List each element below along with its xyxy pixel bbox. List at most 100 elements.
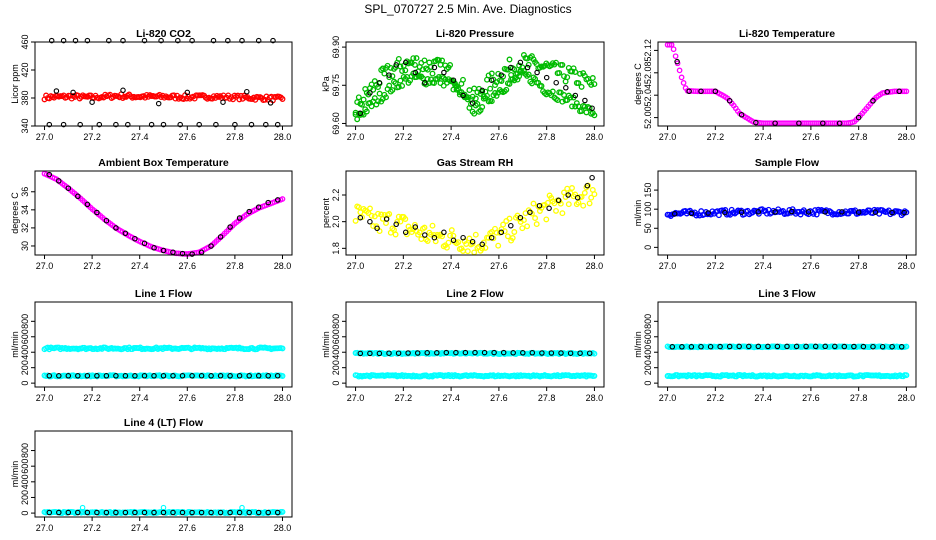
- data-point: [584, 182, 591, 189]
- data-point: [901, 209, 907, 216]
- line-point: [676, 67, 683, 74]
- y-tick-label: 400: [20, 345, 30, 360]
- data-point: [414, 350, 421, 356]
- data-point: [669, 344, 676, 350]
- series-1: [671, 208, 907, 217]
- x-tick-label: 27.8: [850, 393, 868, 403]
- band-point: [375, 210, 381, 217]
- data-point: [717, 343, 723, 350]
- data-point: [402, 59, 409, 66]
- band-point: [464, 96, 471, 103]
- band-point: [589, 75, 596, 81]
- data-point: [265, 509, 271, 516]
- series-0: [352, 372, 598, 380]
- data-point: [746, 343, 752, 350]
- band-point: [392, 231, 399, 238]
- data-point: [220, 99, 226, 105]
- data-point: [462, 349, 469, 356]
- data-point: [77, 121, 83, 128]
- panel-0: Li-820 CO2 27.0 27.2 27.4 27.6 27.8 28.0 340 380…: [10, 28, 293, 142]
- band-point: [488, 70, 495, 77]
- data-point: [698, 88, 704, 95]
- x-tick-label: 27.0: [36, 393, 54, 403]
- data-point: [236, 509, 243, 516]
- series-2: [46, 121, 281, 128]
- x-tick-label: 27.0: [347, 132, 365, 142]
- y-tick-label: 34: [20, 205, 30, 215]
- y-tick-label: 69.75: [331, 74, 341, 97]
- panel-4: Gas Stream RH 27.0 27.2 27.4 27.6 27.8 28.0 1.8…: [321, 157, 605, 271]
- x-tick-label: 27.0: [659, 132, 677, 142]
- data-point: [755, 209, 762, 215]
- data-point: [508, 222, 514, 229]
- band-point: [506, 56, 513, 63]
- data-point: [239, 504, 245, 511]
- data-point: [46, 121, 53, 128]
- band-point: [578, 83, 585, 90]
- band-point: [466, 235, 473, 242]
- x-tick-label: 27.8: [538, 261, 556, 271]
- panel-8: Line 3 Flow 27.0 27.2 27.4 27.6 27.8 28.0 0 2004…: [633, 288, 917, 403]
- data-point: [84, 373, 91, 379]
- y-tick-label: 420: [20, 62, 30, 77]
- x-tick-label: 27.8: [226, 132, 244, 142]
- y-tick-label: 340: [20, 118, 30, 133]
- y-tick-label: 600: [20, 459, 30, 474]
- plot-frame: [345, 301, 605, 388]
- band-point: [495, 242, 502, 249]
- data-point: [803, 343, 809, 350]
- data-point: [75, 373, 81, 379]
- band-point: [355, 204, 362, 211]
- data-point: [553, 79, 559, 86]
- x-tick-label: 27.4: [442, 132, 460, 142]
- x-tick-label: 28.0: [274, 132, 292, 142]
- panel-title: Sample Flow: [755, 157, 820, 169]
- x-tick-label: 27.6: [802, 393, 820, 403]
- data-point: [160, 121, 167, 128]
- line-point: [670, 46, 677, 53]
- x-tick-label: 27.8: [226, 523, 244, 533]
- y-axis-label: ml/min: [321, 331, 331, 358]
- y-tick-label: 100: [643, 202, 653, 217]
- band-point: [572, 69, 579, 75]
- data-point: [589, 174, 595, 181]
- data-point: [577, 350, 583, 356]
- data-point: [198, 373, 205, 379]
- data-point: [141, 509, 148, 516]
- x-tick-label: 27.2: [83, 132, 101, 142]
- band-point: [588, 194, 595, 201]
- x-tick-label: 28.0: [274, 393, 292, 403]
- band-point: [371, 95, 378, 102]
- data-point: [705, 210, 711, 216]
- line-point: [903, 88, 910, 95]
- x-tick-label: 27.2: [395, 261, 413, 271]
- plot-frame: [657, 170, 917, 256]
- band-point: [575, 80, 582, 87]
- x-tick-label: 27.6: [490, 393, 508, 403]
- band-point: [429, 222, 436, 229]
- y-tick-label: 600: [331, 329, 341, 344]
- series-1: [357, 174, 595, 248]
- data-point: [567, 350, 574, 356]
- band-point: [504, 233, 511, 240]
- y-axis-label: ml/min: [10, 461, 20, 488]
- y-tick-label: 200: [20, 360, 30, 375]
- band-point: [352, 217, 359, 224]
- data-point: [712, 88, 719, 95]
- line-point: [668, 41, 675, 48]
- x-tick-label: 27.2: [83, 393, 101, 403]
- series-0: [664, 41, 910, 127]
- y-tick-label: 2.2: [331, 189, 341, 202]
- band-point: [565, 201, 572, 208]
- x-tick-label: 27.0: [36, 523, 54, 533]
- panel-title: Ambient Box Temperature: [98, 157, 229, 169]
- data-point: [141, 240, 148, 247]
- x-tick-label: 27.8: [850, 132, 868, 142]
- data-point: [46, 171, 53, 178]
- y-tick-label: 50: [643, 223, 653, 233]
- data-point: [589, 105, 595, 111]
- x-tick-label: 28.0: [586, 261, 604, 271]
- band-point: [581, 189, 588, 196]
- band-point: [591, 81, 598, 88]
- data-point: [267, 100, 274, 106]
